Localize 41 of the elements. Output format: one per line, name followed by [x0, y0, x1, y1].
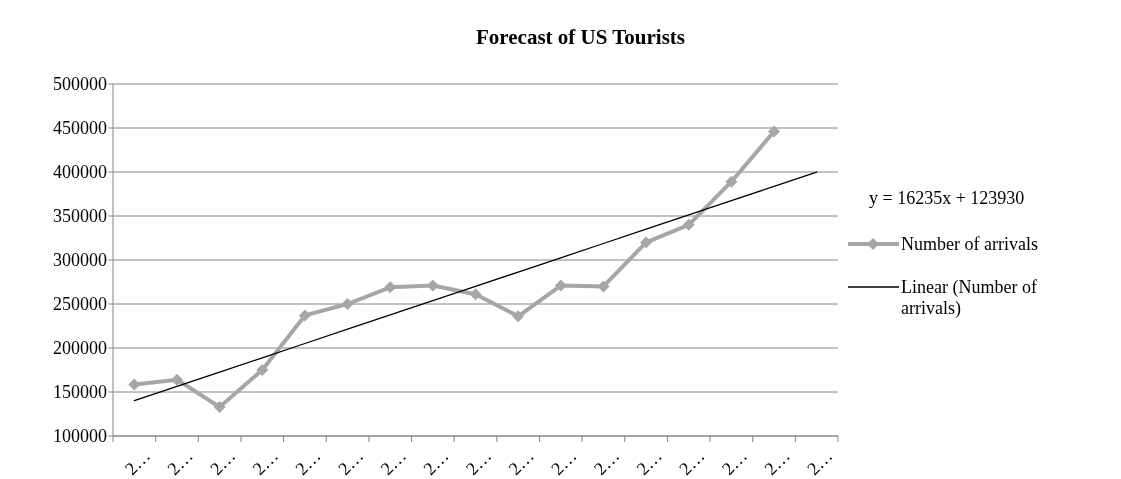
x-tick-label: 2… — [462, 445, 496, 479]
x-tick-label: 2… — [717, 445, 752, 479]
x-tick-label: 2… — [376, 445, 410, 479]
point — [640, 236, 653, 249]
x-tick-label: 2… — [334, 445, 368, 479]
y-tick-label: 450000 — [53, 118, 107, 139]
y-tick-label: 500000 — [53, 74, 107, 95]
point — [213, 400, 226, 413]
y-tick-label: 400000 — [53, 162, 107, 183]
x-tick-label: 2… — [248, 445, 282, 479]
point — [341, 298, 354, 310]
y-tick-label: 100000 — [53, 426, 107, 447]
y-tick-label: 200000 — [53, 338, 107, 359]
x-tick-label: 2… — [504, 445, 538, 479]
x-tick-label: 2… — [419, 445, 453, 479]
point — [298, 309, 311, 322]
x-tick-label: 2… — [589, 445, 624, 479]
point — [682, 218, 695, 231]
x-tick-label: 2… — [291, 445, 325, 479]
x-tick-label: 2… — [632, 445, 666, 479]
chart-title: Forecast of US Tourists — [475, 25, 686, 49]
x-tick-label: 2… — [163, 445, 197, 479]
y-tick-label: 300000 — [53, 250, 107, 271]
text: y = 16235x + 123930 — [869, 188, 1025, 208]
y-tick-label: 250000 — [53, 294, 107, 315]
point — [768, 125, 781, 138]
y-tick-label: 350000 — [53, 206, 107, 227]
line-series — [133, 171, 818, 402]
x-tick-label: 2… — [803, 445, 837, 479]
y-tick-label: 150000 — [53, 382, 107, 403]
legend-label: Number of arrivals — [901, 234, 1038, 255]
point — [469, 288, 482, 301]
point — [512, 310, 525, 323]
legend-label: Linear (Number of arrivals) — [901, 277, 1037, 319]
point — [256, 364, 269, 376]
x-tick-label: 2… — [206, 445, 240, 479]
x-tick-label: 2… — [675, 445, 709, 479]
x-tick-label: 2… — [760, 445, 794, 479]
x-tick-label: 2… — [547, 445, 581, 479]
point — [725, 175, 738, 188]
x-tick-label: 2… — [120, 445, 155, 479]
